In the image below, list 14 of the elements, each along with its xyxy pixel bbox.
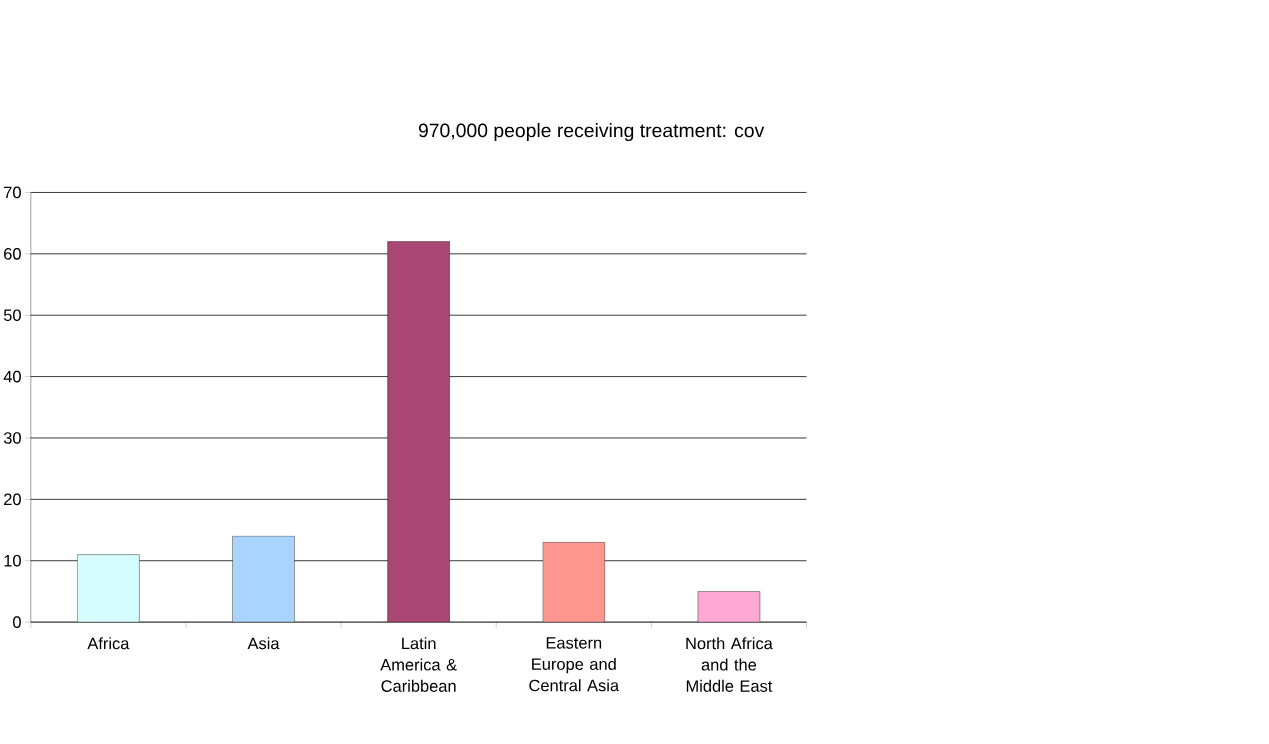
- chart-title: 970,000 people receiving treatment: cov: [418, 123, 765, 142]
- y-tick-label: 50: [3, 309, 21, 322]
- y-tick-label: 30: [3, 432, 21, 444]
- x-tick-label: Eastern Europe and Central Asia: [529, 637, 620, 692]
- x-tick-label: Asia: [247, 637, 280, 650]
- y-tick-label: 60: [4, 248, 21, 260]
- y-tick-label: 20: [4, 493, 21, 506]
- y-tick-label: 40: [3, 370, 21, 383]
- y-tick-label: 10: [4, 555, 21, 567]
- y-tick-label: 70: [4, 186, 21, 199]
- x-tick-label: Africa: [87, 637, 130, 650]
- y-tick-label: 0: [13, 616, 21, 629]
- x-tick-label: North Africa and the Middle East: [686, 637, 773, 693]
- x-tick-label: Latin America & Caribbean: [380, 637, 457, 693]
